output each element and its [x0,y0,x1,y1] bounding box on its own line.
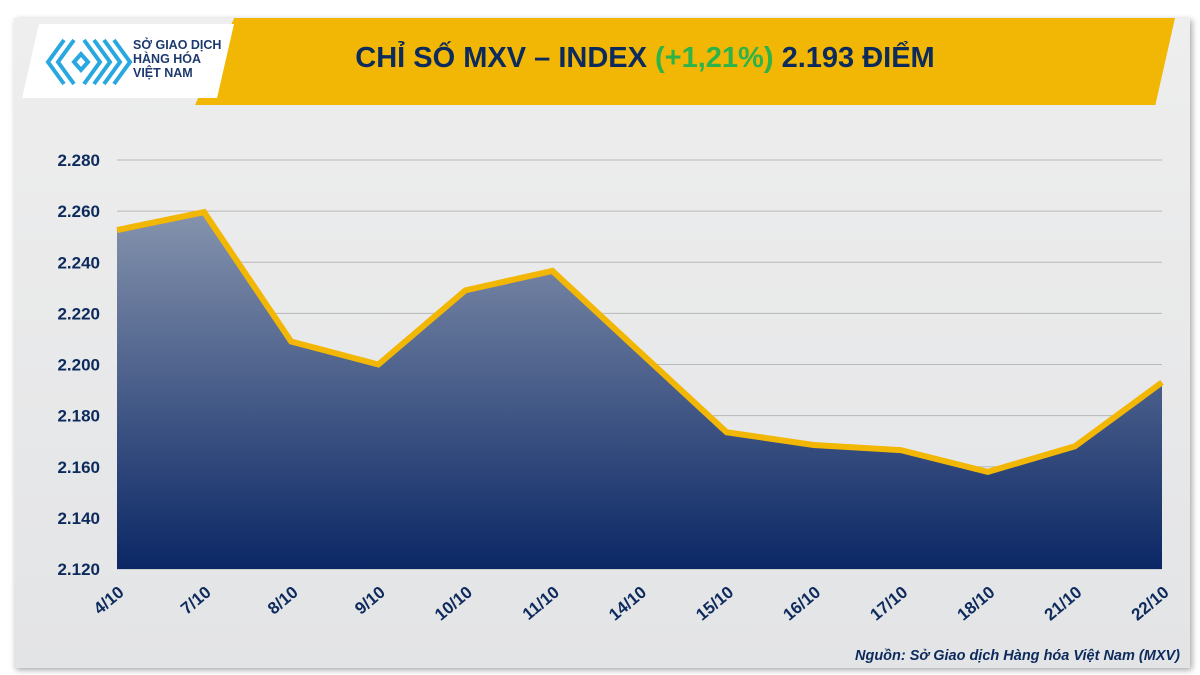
source-note: Nguồn: Sở Giao dịch Hàng hóa Việt Nam (M… [855,648,1180,664]
y-tick-label: 2.260 [57,202,100,221]
x-tick-label: 15/10 [692,583,737,625]
logo-line: VIỆT NAM [133,66,193,80]
logo [22,24,234,98]
title-change: (+1,21%) [655,42,774,74]
x-tick-label: 4/10 [90,583,128,619]
y-tick-label: 2.140 [57,509,100,528]
y-tick-label: 2.180 [57,407,100,426]
x-tick-label: 11/10 [519,583,563,624]
area-fill [117,212,1162,569]
y-tick-label: 2.120 [57,560,100,579]
logo-line: SỞ GIAO DỊCH [133,38,222,52]
x-tick-label: 22/10 [1128,583,1173,625]
y-tick-label: 2.240 [57,253,100,272]
logo-line: HÀNG HÓA [133,52,202,66]
x-tick-label: 18/10 [954,583,999,625]
chart-title: CHỈ SỐ MXV – INDEX (+1,21%) 2.193 ĐIỂM [235,42,1055,75]
title-banner [195,18,1175,105]
y-tick-label: 2.280 [57,151,100,170]
series-line [116,208,1164,475]
x-tick-label: 9/10 [351,583,389,619]
logo-text: SỞ GIAO DỊCH HÀNG HÓA VIỆT NAM [133,38,243,80]
x-tick-label: 10/10 [431,583,476,625]
x-tick-label: 21/10 [1041,583,1086,625]
mxv-logo-icon [45,38,133,86]
x-tick-label: 16/10 [779,583,824,625]
x-tick-label: 7/10 [177,583,215,619]
title-prefix: CHỈ SỐ MXV – INDEX [355,42,647,74]
x-tick-label: 14/10 [605,583,650,625]
y-tick-label: 2.220 [57,304,100,323]
y-tick-label: 2.200 [57,356,100,375]
x-tick-label: 8/10 [264,583,302,619]
y-tick-label: 2.160 [57,458,100,477]
title-value: 2.193 ĐIỂM [781,42,935,74]
x-tick-label: 17/10 [867,583,912,625]
